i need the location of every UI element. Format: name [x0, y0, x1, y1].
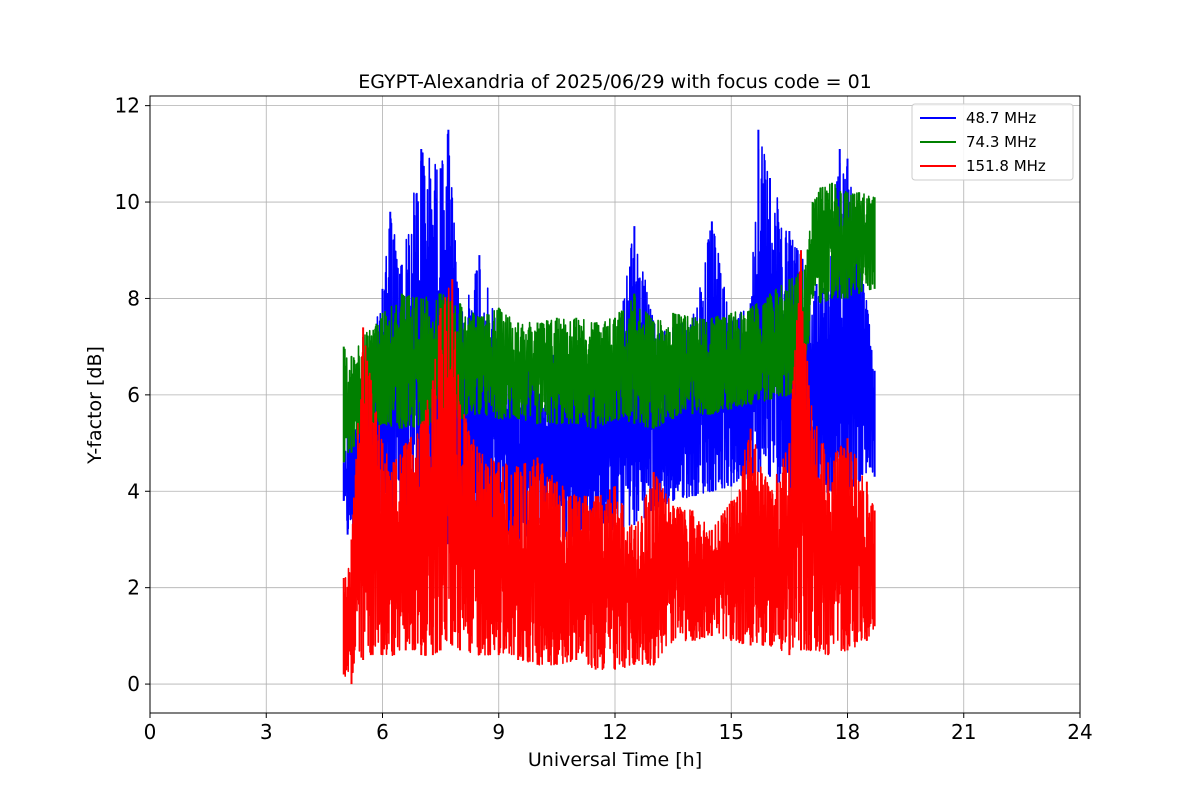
x-tick-label: 21: [951, 720, 976, 744]
y-axis-label: Y-factor [dB]: [84, 346, 106, 465]
x-tick-label: 9: [492, 720, 505, 744]
x-tick-label: 12: [602, 720, 627, 744]
series-group: [342, 250, 876, 685]
x-tick-label: 18: [835, 720, 860, 744]
chart-title: EGYPT-Alexandria of 2025/06/29 with focu…: [358, 71, 872, 93]
legend-box: [911, 103, 1074, 181]
x-tick-label: 3: [260, 720, 273, 744]
x-tick-label: 0: [144, 720, 157, 744]
y-tick-label: 6: [127, 383, 140, 407]
legend-label: 74.3 MHz: [966, 133, 1036, 151]
x-tick-label: 6: [376, 720, 389, 744]
legend: 48.7 MHz 74.3 MHz 151.8 MHz: [911, 103, 1074, 181]
y-tick-label: 8: [127, 286, 140, 310]
legend-label: 48.7 MHz: [966, 109, 1036, 127]
series-line: [343, 183, 876, 462]
y-tick-label: 4: [127, 479, 140, 503]
y-tick-label: 2: [127, 576, 140, 600]
x-tick-label: 15: [719, 720, 744, 744]
x-tick-label: 24: [1067, 720, 1092, 744]
legend-label: 151.8 MHz: [966, 157, 1046, 175]
y-tick-label: 10: [115, 190, 140, 214]
y-tick-label: 0: [127, 672, 140, 696]
series-group: [342, 182, 876, 463]
series-layer: [342, 129, 876, 685]
x-axis-label: Universal Time [h]: [528, 749, 702, 771]
y-tick-label: 12: [115, 94, 140, 118]
